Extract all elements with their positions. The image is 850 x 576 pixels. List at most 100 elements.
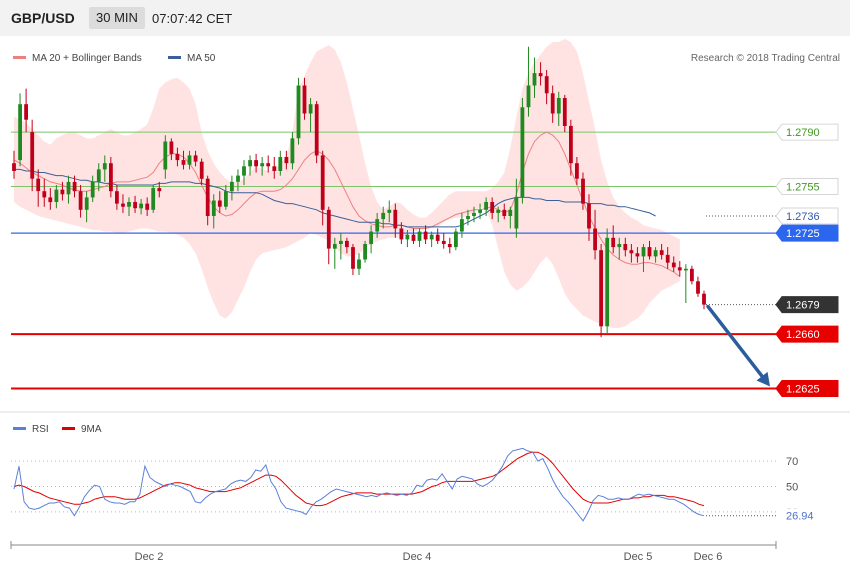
bullish-candle: [66, 181, 71, 195]
pivot-label: 1.2725: [786, 228, 820, 240]
ma50-legend-swatch: [168, 56, 181, 59]
bearish-candle: [647, 247, 652, 257]
bullish-candle: [641, 247, 646, 257]
bearish-candle: [36, 178, 41, 192]
bearish-candle: [42, 191, 47, 198]
forecast-arrow-head: [756, 371, 770, 387]
header-bar: GBP/USD 30 MIN 07:07:42 CET: [0, 0, 850, 36]
bearish-candle: [157, 188, 162, 192]
ma20-legend-label: MA 20 + Bollinger Bands: [32, 53, 142, 64]
bearish-candle: [272, 166, 277, 171]
bearish-candle: [30, 132, 35, 179]
bearish-candle: [659, 250, 664, 255]
resistance-label: 1.2790: [786, 127, 820, 139]
bearish-candle: [193, 155, 198, 162]
bearish-candle: [24, 104, 28, 120]
bearish-candle: [12, 163, 16, 171]
price-panel: 1.2790 1.2755 1.2736 1.2725 1.2679 1.2660 1.26…: [0, 38, 850, 413]
bullish-candle: [242, 166, 246, 176]
bearish-candle: [629, 250, 634, 254]
bearish-candle: [423, 231, 428, 240]
bearish-candle: [254, 160, 258, 167]
bullish-candle: [308, 104, 313, 114]
bullish-candle: [230, 181, 234, 192]
bollinger-band: [14, 38, 680, 328]
bearish-candle: [205, 178, 210, 216]
bearish-candle: [320, 155, 325, 210]
bullish-candle: [532, 73, 537, 86]
bearish-candle: [217, 200, 222, 207]
support-label: 1.2660: [786, 329, 820, 341]
bearish-candle: [78, 191, 83, 210]
bullish-candle: [520, 107, 525, 198]
bearish-candle: [115, 191, 119, 204]
bearish-candle: [599, 250, 603, 327]
rsi-legend-swatch: [13, 427, 26, 430]
bullish-candle: [278, 157, 283, 171]
bearish-candle: [490, 202, 495, 213]
bullish-candle: [484, 202, 488, 210]
bullish-candle: [429, 234, 434, 240]
support-label-box: [775, 325, 839, 343]
bullish-candle: [526, 85, 531, 108]
bearish-candle: [345, 240, 349, 248]
bearish-candle: [623, 244, 628, 251]
ma20-line: [13, 131, 681, 277]
x-tick-label: Dec 2: [135, 551, 164, 563]
bullish-candle: [357, 259, 361, 269]
bearish-candle: [677, 267, 682, 271]
bearish-candle: [121, 203, 125, 207]
bullish-candle: [556, 98, 561, 114]
bearish-candle: [447, 244, 452, 248]
support-label-box: [775, 379, 839, 397]
ma50-line: [14, 168, 656, 228]
bearish-candle: [441, 240, 446, 244]
timeframe-badge[interactable]: 30 MIN: [89, 7, 145, 29]
bearish-candle: [72, 181, 77, 192]
bullish-candle: [405, 234, 410, 240]
bullish-candle: [96, 169, 101, 182]
ma50-legend-label: MA 50: [187, 53, 216, 64]
ma20-legend-swatch: [13, 56, 26, 59]
bearish-candle: [671, 262, 676, 268]
bearish-candle: [266, 163, 271, 167]
bullish-candle: [514, 197, 519, 229]
bullish-candle: [387, 209, 392, 213]
bearish-candle: [399, 228, 404, 240]
bullish-candle: [90, 181, 95, 198]
bullish-candle: [605, 237, 610, 327]
bullish-candle: [260, 163, 265, 167]
rsi-last-value-box: [778, 508, 828, 523]
bullish-candle: [163, 141, 168, 170]
x-tick-label: Dec 5: [624, 551, 653, 563]
pivot-label-box: [775, 224, 839, 242]
last-price-label: 1.2679: [786, 300, 820, 312]
chart-legend: MA 20 + Bollinger Bands MA 50 Research ©…: [13, 53, 840, 64]
credit-text: Research © 2018 Trading Central: [691, 53, 840, 64]
resistance-label-box: [775, 123, 839, 141]
bullish-candle: [478, 209, 482, 213]
bullish-candle: [508, 209, 513, 216]
bullish-candle: [417, 231, 422, 241]
bearish-candle: [60, 189, 65, 195]
bearish-candle: [284, 157, 289, 164]
bearish-candle: [502, 209, 507, 216]
bearish-candle: [665, 254, 670, 263]
bullish-candle: [296, 85, 301, 139]
bullish-candle: [684, 268, 688, 271]
bearish-candle: [181, 160, 186, 165]
bearish-candle: [635, 253, 640, 257]
bullish-candle: [151, 188, 156, 210]
bearish-candle: [133, 202, 137, 209]
bearish-candle: [48, 197, 53, 203]
bearish-candle: [593, 228, 597, 251]
clock-time: 07:07:42 CET: [152, 11, 233, 26]
x-tick-label: Dec 6: [694, 551, 723, 563]
bearish-candle: [544, 76, 549, 94]
bullish-candle: [381, 212, 386, 220]
bullish-candle: [363, 244, 367, 260]
bearish-candle: [550, 93, 555, 114]
bullish-candle: [139, 203, 143, 209]
last-price-label-box: [775, 296, 839, 314]
